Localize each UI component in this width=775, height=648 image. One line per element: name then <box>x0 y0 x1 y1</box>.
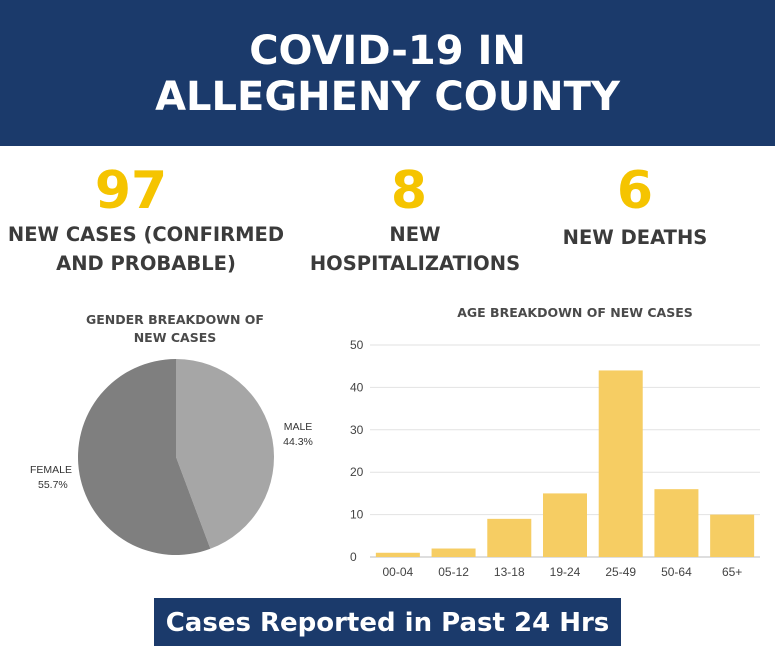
y-tick-label: 0 <box>350 550 357 564</box>
x-tick-label: 00-04 <box>383 565 414 579</box>
bar-chart-title: AGE BREAKDOWN OF NEW CASES <box>457 305 693 320</box>
x-tick-label: 50-64 <box>661 565 692 579</box>
new-deaths-label: NEW DEATHS <box>562 226 708 249</box>
y-tick-label: 50 <box>350 338 364 352</box>
y-tick-label: 30 <box>350 423 364 437</box>
new-cases-value: 97 <box>94 161 168 221</box>
page-title-line2: ALLEGHENY COUNTY <box>155 74 620 120</box>
y-tick-label: 20 <box>350 465 364 479</box>
bar-05-12 <box>431 548 476 557</box>
new-cases-label-line1: NEW CASES (CONFIRMED <box>7 223 285 246</box>
y-tick-label: 10 <box>350 508 364 522</box>
footer-label: Cases Reported in Past 24 Hrs <box>165 608 610 638</box>
new-hospitalizations-label-line1: NEW <box>389 223 441 246</box>
header-banner: COVID-19 IN ALLEGHENY COUNTY <box>0 0 775 146</box>
new-cases-label-line2: AND PROBABLE) <box>56 252 236 275</box>
male-percent: 44.3% <box>283 436 313 448</box>
pie-chart-title-line2: NEW CASES <box>133 330 217 345</box>
footer-banner: Cases Reported in Past 24 Hrs <box>154 598 621 646</box>
pie-label-female: FEMALE 55.7% <box>30 463 82 493</box>
bar-00-04 <box>375 552 420 557</box>
male-label: MALE <box>283 421 313 433</box>
x-tick-label: 19-24 <box>550 565 581 579</box>
pie-label-male: MALE 44.3% <box>268 420 328 450</box>
x-tick-label: 25-49 <box>605 565 636 579</box>
female-percent: 55.7% <box>38 479 68 491</box>
page-title-line1: COVID-19 IN <box>249 28 526 74</box>
pie-slice-female <box>77 359 211 555</box>
y-tick-label: 40 <box>350 380 364 394</box>
pie-slice-male <box>176 359 274 549</box>
bar-25-49 <box>598 370 643 557</box>
female-label: FEMALE <box>30 464 73 476</box>
bar-65+ <box>710 514 755 557</box>
new-hospitalizations-value: 8 <box>390 161 428 221</box>
x-tick-label: 05-12 <box>438 565 469 579</box>
pie-chart-title-line1: GENDER BREAKDOWN OF <box>86 312 264 327</box>
new-deaths-value: 6 <box>616 161 654 221</box>
bar-50-64 <box>654 489 699 557</box>
x-tick-label: 65+ <box>722 565 742 579</box>
new-hospitalizations-label-line2: HOSPITALIZATIONS <box>309 252 521 275</box>
bar-13-18 <box>487 518 532 557</box>
bar-19-24 <box>543 493 587 557</box>
x-tick-label: 13-18 <box>494 565 525 579</box>
